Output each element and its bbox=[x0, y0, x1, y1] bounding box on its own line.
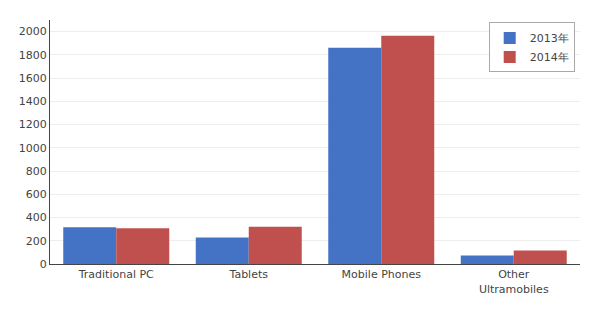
svg-text:1200: 1200 bbox=[19, 118, 47, 131]
svg-text:200: 200 bbox=[26, 235, 47, 248]
svg-text:0: 0 bbox=[40, 258, 47, 271]
svg-text:400: 400 bbox=[26, 211, 47, 224]
svg-text:Traditional PC: Traditional PC bbox=[78, 268, 154, 281]
svg-text:2013年: 2013年 bbox=[530, 32, 569, 45]
svg-text:600: 600 bbox=[26, 188, 47, 201]
svg-text:Mobile Phones: Mobile Phones bbox=[342, 268, 422, 281]
svg-text:OtherUltramobiles: OtherUltramobiles bbox=[479, 268, 549, 295]
svg-text:1600: 1600 bbox=[19, 72, 47, 85]
svg-text:2014年: 2014年 bbox=[530, 51, 569, 64]
svg-text:Tablets: Tablets bbox=[229, 268, 269, 281]
svg-text:2000: 2000 bbox=[19, 25, 47, 38]
svg-text:1800: 1800 bbox=[19, 49, 47, 62]
svg-text:1400: 1400 bbox=[19, 95, 47, 108]
svg-text:1000: 1000 bbox=[19, 142, 47, 155]
svg-text:800: 800 bbox=[26, 165, 47, 178]
